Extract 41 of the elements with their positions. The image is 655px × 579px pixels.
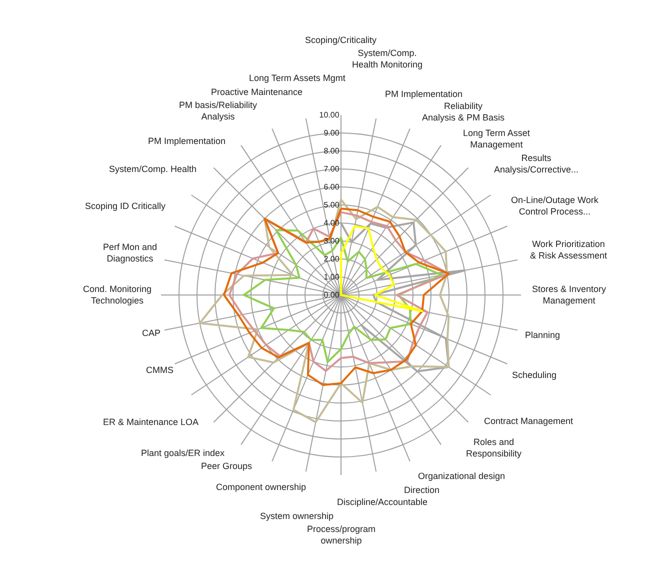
y-tick-label: 3.00 [324,236,340,246]
y-tick-label: 10.00 [319,110,340,120]
spoke-label: PM Implementation [148,136,226,146]
spoke-label: Long Term Assets Mgmt [249,73,346,83]
spoke-label: Scoping ID Critically [85,201,166,211]
y-tick-label: 5.00 [324,200,340,210]
spoke-label: On-Line/Outage Work Control Process... [511,195,599,217]
spoke-label: Work Prioritization & Risk Assessment [530,239,608,261]
spoke-label: CAP [142,328,161,338]
spoke-label: Reliability Analysis & PM Basis [422,101,506,123]
spoke-label: CMMS [146,365,174,375]
y-tick-label: 8.00 [324,146,340,156]
spoke-label: Scheduling [512,370,557,380]
spoke-label: Process/program ownership [307,524,376,546]
spoke-label: PM basis/Reliability Analysis [179,100,258,122]
y-tick-label: 9.00 [324,128,340,138]
spoke-label: Scoping/Criticality [305,35,378,45]
spoke-label: Contract Management [484,416,574,426]
spoke-label: Long Term Asset Management [463,128,530,150]
spoke-label: System/Comp. Health Monitoring [352,48,423,70]
y-tick-label: 2.00 [324,254,340,264]
y-tick-label: 1.00 [324,272,340,282]
spoke-label: System ownership [260,511,334,521]
spoke-label: Perf Mon and Diagnostics [103,242,158,264]
spoke-label: PM Implementation [385,89,463,99]
spoke-label: Results Analysis/Corrective... [494,153,579,175]
spoke-label: Peer Groups [201,461,253,471]
spoke-label: Direction [404,485,440,495]
y-tick-label: 7.00 [324,164,340,174]
spoke-label: ER & Maintenance LOA [103,417,199,427]
spoke-label: Discipline/Accountable [337,497,428,507]
spoke-label: Organizational design [418,471,506,481]
spoke-label: Planning [525,330,560,340]
y-tick-label: 6.00 [324,182,340,192]
spoke-label: Roles and Responsibility [466,437,522,459]
spoke-label: Component ownership [216,482,306,492]
spoke-label: Proactive Maintenance [211,87,303,97]
spoke-label: System/Comp. Health [109,164,197,174]
spoke-label: Cond. Monitoring Technologies [83,284,152,306]
spoke-label: Stores & Inventory Management [532,284,607,306]
spoke-label: Plant goals/ER index [141,448,226,458]
